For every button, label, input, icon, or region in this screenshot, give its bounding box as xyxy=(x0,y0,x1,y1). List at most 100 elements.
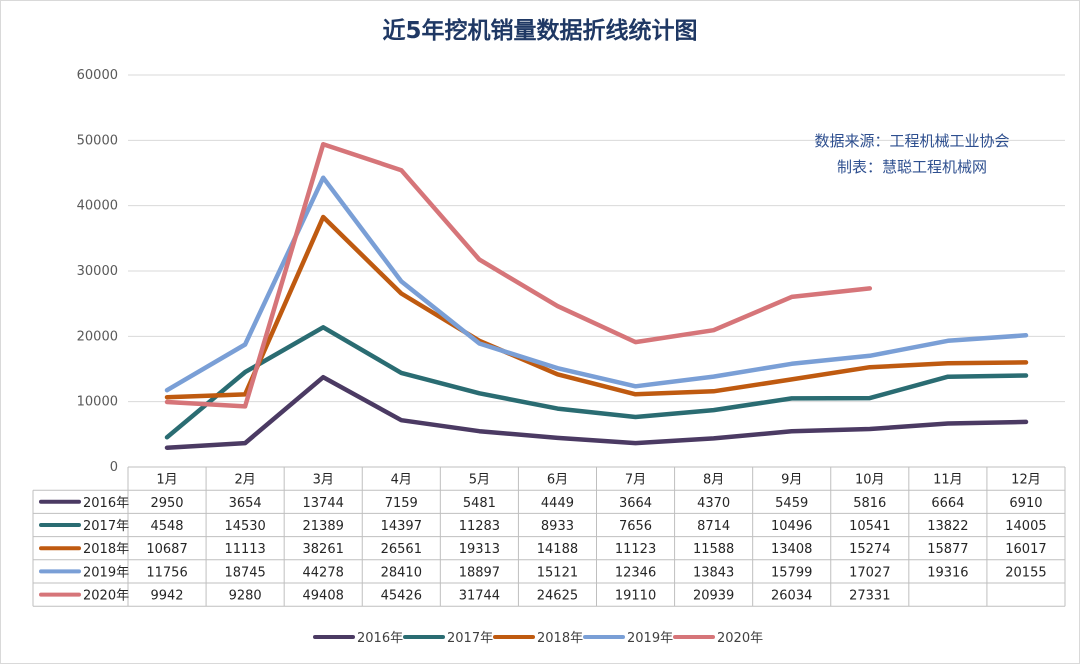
data-label: 14188 xyxy=(537,542,578,557)
data-label: 4548 xyxy=(150,519,183,534)
data-label: 11756 xyxy=(146,565,187,580)
data-label: 28410 xyxy=(381,565,422,580)
x-tick-label: 6月 xyxy=(547,473,568,488)
data-label: 15877 xyxy=(927,542,968,557)
data-label: 13744 xyxy=(303,496,344,511)
y-tick-label: 40000 xyxy=(77,199,118,214)
data-label: 3654 xyxy=(229,496,262,511)
data-label: 45426 xyxy=(381,589,422,604)
legend-label: 2016年 xyxy=(357,631,403,646)
data-label: 7159 xyxy=(385,496,418,511)
data-label: 10687 xyxy=(146,542,187,557)
x-tick-label: 8月 xyxy=(703,473,724,488)
data-label: 10496 xyxy=(771,519,812,534)
data-label: 8933 xyxy=(541,519,574,534)
chart-title: 近5年挖机销量数据折线统计图 xyxy=(382,17,697,44)
data-label: 5481 xyxy=(463,496,496,511)
table-series-name: 2019年 xyxy=(83,565,129,580)
data-label: 11588 xyxy=(693,542,734,557)
data-label: 6664 xyxy=(931,496,964,511)
series-line-2018年 xyxy=(164,214,1029,400)
data-label: 11113 xyxy=(224,542,265,557)
series-line-2020年 xyxy=(164,141,873,409)
data-label: 31744 xyxy=(459,589,500,604)
data-label: 8714 xyxy=(697,519,730,534)
data-label: 19316 xyxy=(927,565,968,580)
data-label: 20155 xyxy=(1005,565,1046,580)
legend: 2016年 2017年 2018年 2019年 2020年 xyxy=(313,631,763,646)
data-label: 44278 xyxy=(303,565,344,580)
data-label: 6910 xyxy=(1009,496,1042,511)
x-tick-label: 9月 xyxy=(781,473,802,488)
data-label: 4449 xyxy=(541,496,574,511)
y-tick-label: 60000 xyxy=(77,68,118,83)
legend-label: 2019年 xyxy=(627,631,673,646)
data-label: 16017 xyxy=(1005,542,1046,557)
series-lines xyxy=(164,141,1029,450)
y-tick-label: 20000 xyxy=(77,329,118,344)
data-label: 19110 xyxy=(615,589,656,604)
data-label: 13843 xyxy=(693,565,734,580)
y-tick-label: 10000 xyxy=(77,395,118,410)
x-tick-label: 7月 xyxy=(625,473,646,488)
data-label: 14397 xyxy=(381,519,422,534)
data-label: 14005 xyxy=(1005,519,1046,534)
data-label: 18897 xyxy=(459,565,500,580)
x-tick-label: 1月 xyxy=(156,473,177,488)
data-label: 20939 xyxy=(693,589,734,604)
table-series-name: 2016年 xyxy=(83,496,129,511)
x-tick-label: 10月 xyxy=(855,473,885,488)
x-tick-label: 3月 xyxy=(313,473,334,488)
data-table: 1月 2月 3月 4月 5月 6月 7月 8月 9月 10月 11月 12月 2016年 2950 3654… xyxy=(32,466,1066,607)
data-label: 11283 xyxy=(459,519,500,534)
data-label: 9280 xyxy=(229,589,262,604)
data-label: 4370 xyxy=(697,496,730,511)
legend-label: 2018年 xyxy=(537,631,583,646)
data-label: 24625 xyxy=(537,589,578,604)
data-label: 21389 xyxy=(303,519,344,534)
data-label: 3664 xyxy=(619,496,652,511)
data-label: 38261 xyxy=(303,542,344,557)
series-line-2019年 xyxy=(164,175,1029,393)
x-tick-label: 4月 xyxy=(391,473,412,488)
series-line-2017年 xyxy=(164,325,1029,440)
data-label: 15121 xyxy=(537,565,578,580)
y-axis: 0 10000 20000 30000 40000 50000 60000 xyxy=(77,68,118,475)
data-label: 49408 xyxy=(303,589,344,604)
data-label: 7656 xyxy=(619,519,652,534)
data-label: 19313 xyxy=(459,542,500,557)
x-tick-label: 12月 xyxy=(1011,473,1041,488)
data-label: 15799 xyxy=(771,565,812,580)
y-tick-label: 0 xyxy=(110,460,118,475)
table-series-name: 2018年 xyxy=(83,542,129,557)
data-label: 18745 xyxy=(224,565,265,580)
data-label: 13822 xyxy=(927,519,968,534)
source-annotation: 数据来源：工程机械工业协会 xyxy=(814,132,1009,150)
data-label: 26561 xyxy=(381,542,422,557)
data-label: 17027 xyxy=(849,565,890,580)
data-label: 5459 xyxy=(775,496,808,511)
data-label: 5816 xyxy=(853,496,886,511)
x-tick-label: 5月 xyxy=(469,473,490,488)
data-label: 15274 xyxy=(849,542,890,557)
data-label: 27331 xyxy=(849,589,890,604)
x-tick-label: 2月 xyxy=(234,473,255,488)
series-line-2016年 xyxy=(164,374,1029,450)
data-label: 26034 xyxy=(771,589,812,604)
data-label: 9942 xyxy=(150,589,183,604)
y-tick-label: 30000 xyxy=(77,264,118,279)
data-label: 2950 xyxy=(150,496,183,511)
x-tick-label: 11月 xyxy=(933,473,963,488)
table-series-name: 2020年 xyxy=(83,589,129,604)
data-label: 12346 xyxy=(615,565,656,580)
y-tick-label: 50000 xyxy=(77,133,118,148)
data-label: 10541 xyxy=(849,519,890,534)
credit-annotation: 制表：慧聪工程机械网 xyxy=(837,158,987,176)
legend-label: 2017年 xyxy=(447,631,493,646)
legend-label: 2020年 xyxy=(717,631,763,646)
data-label: 13408 xyxy=(771,542,812,557)
data-label: 14530 xyxy=(224,519,265,534)
